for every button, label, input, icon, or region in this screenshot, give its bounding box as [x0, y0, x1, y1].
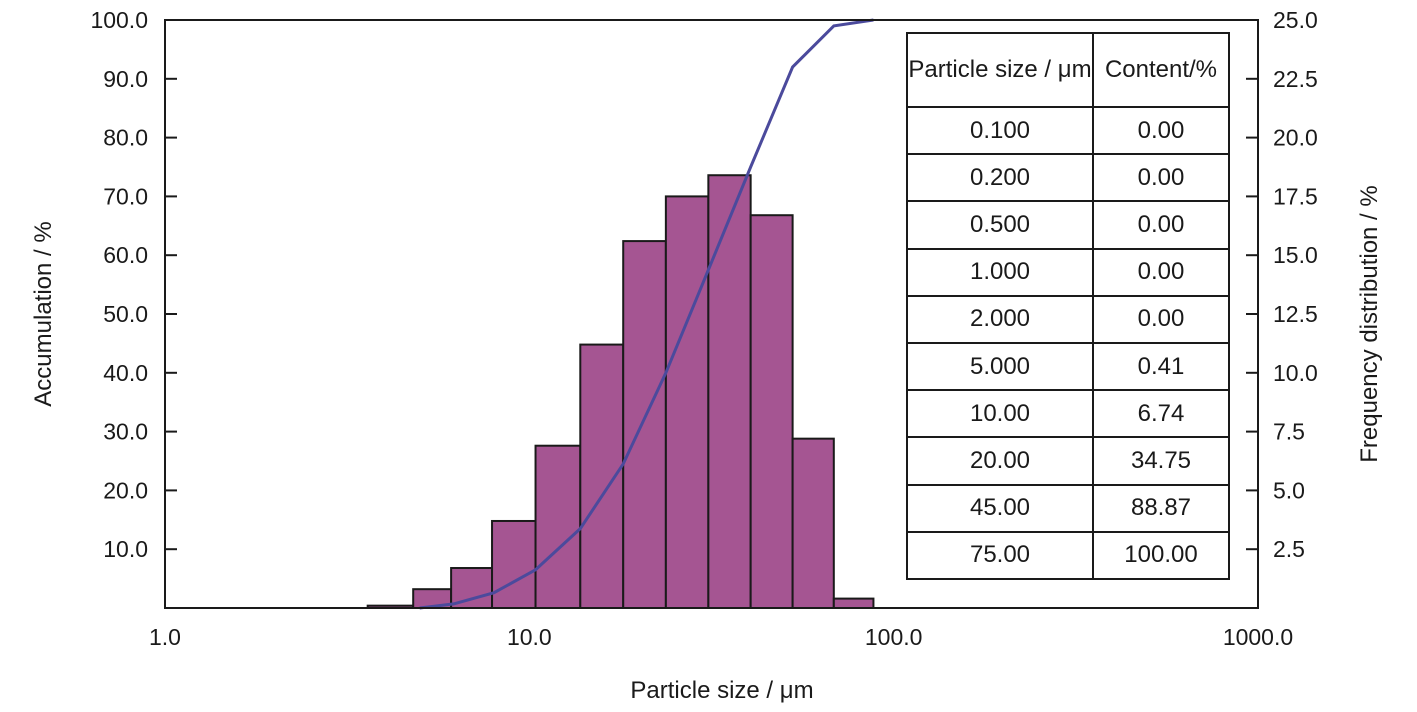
content-cell: 0.00 — [1092, 153, 1230, 203]
particle-size-cell: 2.000 — [906, 294, 1094, 344]
content-cell: 88.87 — [1092, 483, 1230, 533]
table-row: 2.000 0.00 — [906, 294, 1230, 344]
particle-size-cell: 1.000 — [906, 247, 1094, 297]
right-tick-label: 2.5 — [1273, 536, 1305, 562]
right-y-axis-title: Frequency distribution / % — [1356, 185, 1383, 462]
right-tick-label: 17.5 — [1273, 183, 1318, 209]
left-y-axis-title: Accumulation / % — [30, 221, 57, 406]
content-cell: 6.74 — [1092, 389, 1230, 439]
left-tick-label: 50.0 — [103, 301, 148, 327]
accumulation-line — [419, 18, 874, 610]
content-cell: 0.41 — [1092, 341, 1230, 392]
left-tick-label: 90.0 — [103, 66, 148, 92]
content-cell: 100.00 — [1092, 530, 1230, 581]
content-cell: 0.00 — [1092, 200, 1230, 250]
content-cell: 0.00 — [1092, 247, 1230, 297]
particle-size-cell: 20.00 — [906, 436, 1094, 486]
particle-size-cell: 75.00 — [906, 530, 1094, 581]
left-tick-label: 40.0 — [103, 360, 148, 386]
frequency-bar — [664, 195, 710, 609]
table-header-row: Particle size / μm Content/% — [906, 32, 1230, 108]
table-row: 10.00 6.74 — [906, 389, 1230, 439]
left-tick-label: 80.0 — [103, 125, 148, 151]
x-tick-label: 100.0 — [865, 624, 923, 650]
table-row: 0.500 0.00 — [906, 200, 1230, 250]
content-header: Content/% — [1092, 32, 1230, 108]
frequency-bar — [707, 174, 752, 609]
table-row: 0.200 0.00 — [906, 153, 1230, 203]
right-tick-label: 7.5 — [1273, 419, 1305, 445]
left-tick-label: 60.0 — [103, 242, 148, 268]
content-cell: 34.75 — [1092, 436, 1230, 486]
table-row: 45.00 88.87 — [906, 483, 1230, 533]
right-tick-label: 22.5 — [1273, 66, 1318, 92]
frequency-bar — [622, 240, 667, 609]
particle-size-cell: 10.00 — [906, 389, 1094, 439]
left-y-axis: 10.0 20.0 30.0 40.0 50.0 60.0 70.0 80.0 90.0 100.… — [90, 7, 177, 562]
content-table: Particle size / μm Content/% 0.100 0.00 0.… — [906, 32, 1230, 581]
x-axis: 1.0 10.0 100.0 1000.0 — [149, 624, 1293, 650]
table-row: 5.000 0.41 — [906, 341, 1230, 392]
particle-size-cell: 0.500 — [906, 200, 1094, 250]
particle-size-cell: 0.100 — [906, 105, 1094, 156]
frequency-bar — [749, 214, 794, 609]
particle-size-cell: 5.000 — [906, 341, 1094, 392]
table-body: 0.100 0.00 0.200 0.00 0.500 0.00 1.000 0.00 2.00… — [906, 105, 1230, 581]
x-axis-title: Particle size / μm — [630, 677, 813, 704]
particle-size-cell: 45.00 — [906, 483, 1094, 533]
frequency-bar — [534, 444, 582, 609]
x-tick-label: 1.0 — [149, 624, 181, 650]
table-row: 75.00 100.00 — [906, 530, 1230, 581]
right-tick-label: 5.0 — [1273, 477, 1305, 503]
particle-size-cell: 0.200 — [906, 153, 1094, 203]
frequency-bar — [791, 437, 835, 609]
frequency-bars — [366, 174, 875, 610]
left-tick-label: 30.0 — [103, 419, 148, 445]
table-row: 20.00 34.75 — [906, 436, 1230, 486]
left-tick-label: 10.0 — [103, 536, 148, 562]
frequency-bar — [491, 519, 537, 610]
particle-size-header: Particle size / μm — [906, 32, 1094, 108]
right-y-axis: 2.5 5.0 7.5 10.0 12.5 15.0 17.5 20.0 22.5 25.0 — [1246, 7, 1318, 562]
right-tick-label: 10.0 — [1273, 360, 1318, 386]
x-tick-label: 1000.0 — [1223, 624, 1293, 650]
x-tick-label: 10.0 — [507, 624, 552, 650]
right-tick-label: 25.0 — [1273, 7, 1318, 33]
right-tick-label: 15.0 — [1273, 242, 1318, 268]
left-tick-label: 70.0 — [103, 183, 148, 209]
right-tick-label: 12.5 — [1273, 301, 1318, 327]
table-row: 0.100 0.00 — [906, 105, 1230, 156]
frequency-bar — [832, 597, 875, 609]
content-cell: 0.00 — [1092, 294, 1230, 344]
right-tick-label: 20.0 — [1273, 125, 1318, 151]
table-row: 1.000 0.00 — [906, 247, 1230, 297]
content-cell: 0.00 — [1092, 105, 1230, 156]
left-tick-label: 100.0 — [90, 7, 148, 33]
left-tick-label: 20.0 — [103, 477, 148, 503]
